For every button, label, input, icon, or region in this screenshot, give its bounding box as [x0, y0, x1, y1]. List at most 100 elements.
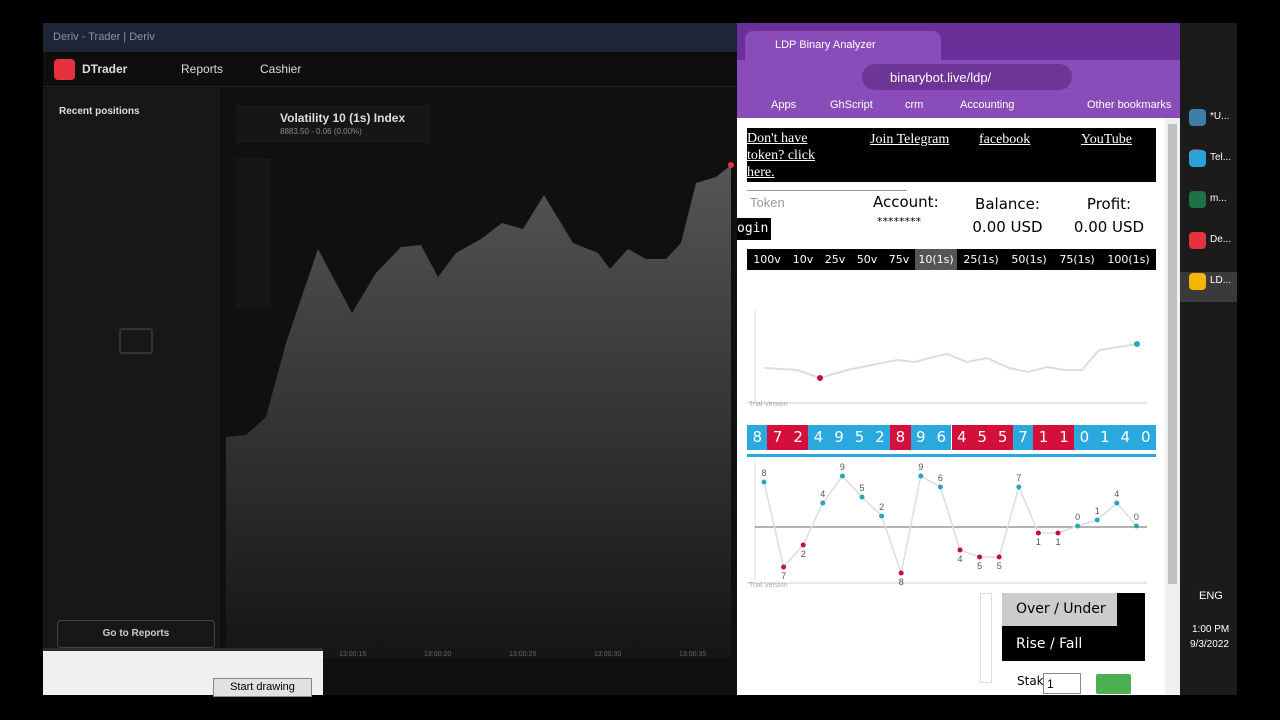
- app-icon[interactable]: [1189, 232, 1206, 249]
- link[interactable]: facebook: [979, 132, 1031, 147]
- market-tab[interactable]: 50(1s): [1011, 253, 1047, 266]
- clock-date[interactable]: 9/3/2022: [1190, 639, 1229, 650]
- trade-type[interactable]: Over / Under: [1002, 593, 1117, 626]
- token-link[interactable]: Don't have token? click here.: [747, 131, 816, 180]
- bookmark[interactable]: crm: [905, 99, 924, 111]
- digit-label: 6: [938, 473, 943, 483]
- symbol-quote: 8883.50 - 0.06 (0.00%): [280, 127, 362, 136]
- trade-type[interactable]: Rise / Fall: [1016, 636, 1083, 652]
- digit-label: 1: [1036, 537, 1041, 547]
- account-label: Account:: [873, 193, 939, 211]
- digit-point: [1055, 530, 1061, 536]
- scrollbar: [1165, 118, 1180, 695]
- toolbar: [236, 158, 271, 308]
- token-input[interactable]: Token: [747, 190, 907, 214]
- symbol-name: Volatility 10 (1s) Index: [280, 111, 406, 125]
- digit: 9: [910, 425, 932, 450]
- window-title: Deriv - Trader | Deriv: [53, 31, 155, 43]
- digit-label: 4: [820, 489, 825, 499]
- market-tab[interactable]: 50v: [856, 253, 878, 266]
- symbol-box[interactable]: Volatility 10 (1s) Index 8883.50 - 0.06 …: [236, 105, 431, 143]
- stake-input[interactable]: 1: [1043, 673, 1081, 694]
- balance: Balance: 0.00 USD: [972, 195, 1043, 236]
- app-icon[interactable]: [1189, 191, 1206, 208]
- app-icon[interactable]: [1189, 109, 1206, 126]
- watermark: Trial Version: [749, 582, 788, 589]
- market-tab[interactable]: 10(1s): [915, 249, 957, 270]
- app-name[interactable]: DTrader: [82, 62, 128, 76]
- app-label[interactable]: m...: [1210, 193, 1227, 204]
- digit-label: 5: [859, 483, 864, 493]
- link[interactable]: Join Telegram: [870, 132, 950, 147]
- digit-label: 2: [801, 549, 806, 559]
- digit-point: [937, 484, 943, 490]
- url: binarybot.live/ldp/: [890, 70, 992, 85]
- divider: [747, 454, 1156, 457]
- digit-point: [781, 564, 787, 570]
- market-tab[interactable]: 25(1s): [963, 253, 999, 266]
- app-label[interactable]: *U...: [1210, 111, 1230, 122]
- digit-point: [918, 473, 924, 479]
- profit: Profit: 0.00 USD: [1073, 195, 1145, 236]
- digit-label: 5: [997, 561, 1002, 571]
- digit-label: 8: [899, 577, 904, 587]
- digit-point: [1035, 530, 1041, 536]
- app-label[interactable]: De...: [1210, 234, 1232, 245]
- app-icon[interactable]: [1189, 273, 1206, 290]
- digit: 5: [971, 425, 993, 450]
- tick-chart: Trial Version: [747, 310, 1147, 408]
- digit-point: [1016, 484, 1022, 490]
- address-bar[interactable]: binarybot.live/ldp/: [862, 64, 1072, 90]
- menu-item[interactable]: Cashier: [260, 62, 302, 76]
- digit: 0: [1135, 425, 1156, 450]
- market-tab[interactable]: 25v: [824, 253, 846, 266]
- bookmark[interactable]: Apps: [771, 99, 797, 111]
- language[interactable]: ENG: [1199, 590, 1223, 602]
- digit: 5: [992, 425, 1013, 450]
- digit: 2: [869, 425, 891, 450]
- market-tab[interactable]: 100(1s): [1107, 253, 1150, 266]
- app-label[interactable]: LD...: [1210, 275, 1232, 286]
- digit-label: 2: [879, 502, 884, 512]
- login-button[interactable]: ogin: [737, 218, 771, 240]
- digit-line: [763, 474, 1137, 576]
- digit: 8: [747, 425, 768, 450]
- price-chart: [226, 162, 734, 658]
- digit: 4: [951, 425, 972, 450]
- digit-chart: Trial Version 8 7 2 4 9 5 2 8 9 6 4 5 5 7 1 1 0 1 4 0: [747, 460, 1147, 589]
- other-bookmarks[interactable]: Other bookmarks: [1087, 99, 1172, 111]
- link[interactable]: YouTube: [1081, 132, 1132, 147]
- digit: 1: [1094, 425, 1116, 450]
- scroll-thumb[interactable]: [1168, 124, 1177, 584]
- time-label: 13:00:20: [424, 651, 452, 658]
- market-tab[interactable]: 10v: [792, 253, 814, 266]
- digit-label: 5: [977, 561, 982, 571]
- up-button[interactable]: [1096, 674, 1131, 694]
- digit: 8: [890, 425, 911, 450]
- market-tab[interactable]: 75v: [888, 253, 910, 266]
- app-label[interactable]: Tel...: [1210, 152, 1232, 163]
- market-tab[interactable]: 75(1s): [1059, 253, 1095, 266]
- menu-item[interactable]: Reports: [181, 62, 224, 76]
- go-to-reports[interactable]: Go to Reports: [57, 620, 215, 648]
- tab-title: LDP Binary Analyzer: [775, 39, 876, 51]
- tab[interactable]: LDP Binary Analyzer: [745, 31, 941, 60]
- digit: 4: [808, 425, 829, 450]
- digit-point: [879, 513, 885, 519]
- app-icon[interactable]: [1189, 150, 1206, 167]
- clock-time[interactable]: 1:00 PM: [1192, 624, 1230, 635]
- market-tab[interactable]: 100v: [753, 253, 781, 266]
- start-drawing[interactable]: Start drawing: [213, 678, 312, 697]
- digit: 9: [828, 425, 850, 450]
- header: DTrader Reports Cashier: [43, 52, 737, 87]
- digit: 0: [1074, 425, 1095, 450]
- panel-title: Recent positions: [59, 106, 140, 117]
- digit-label: 7: [1016, 473, 1021, 483]
- taskbar: 13 ENG 1:00 PM 9/3/2022 *U...Tel...m...D…: [1180, 23, 1237, 695]
- area: [226, 165, 731, 658]
- bookmark[interactable]: GhScript: [830, 99, 873, 111]
- deriv-window: Deriv - Trader | Deriv DTrader Reports C…: [43, 23, 737, 697]
- bookmark[interactable]: Accounting: [960, 99, 1015, 111]
- digit-point: [761, 479, 767, 485]
